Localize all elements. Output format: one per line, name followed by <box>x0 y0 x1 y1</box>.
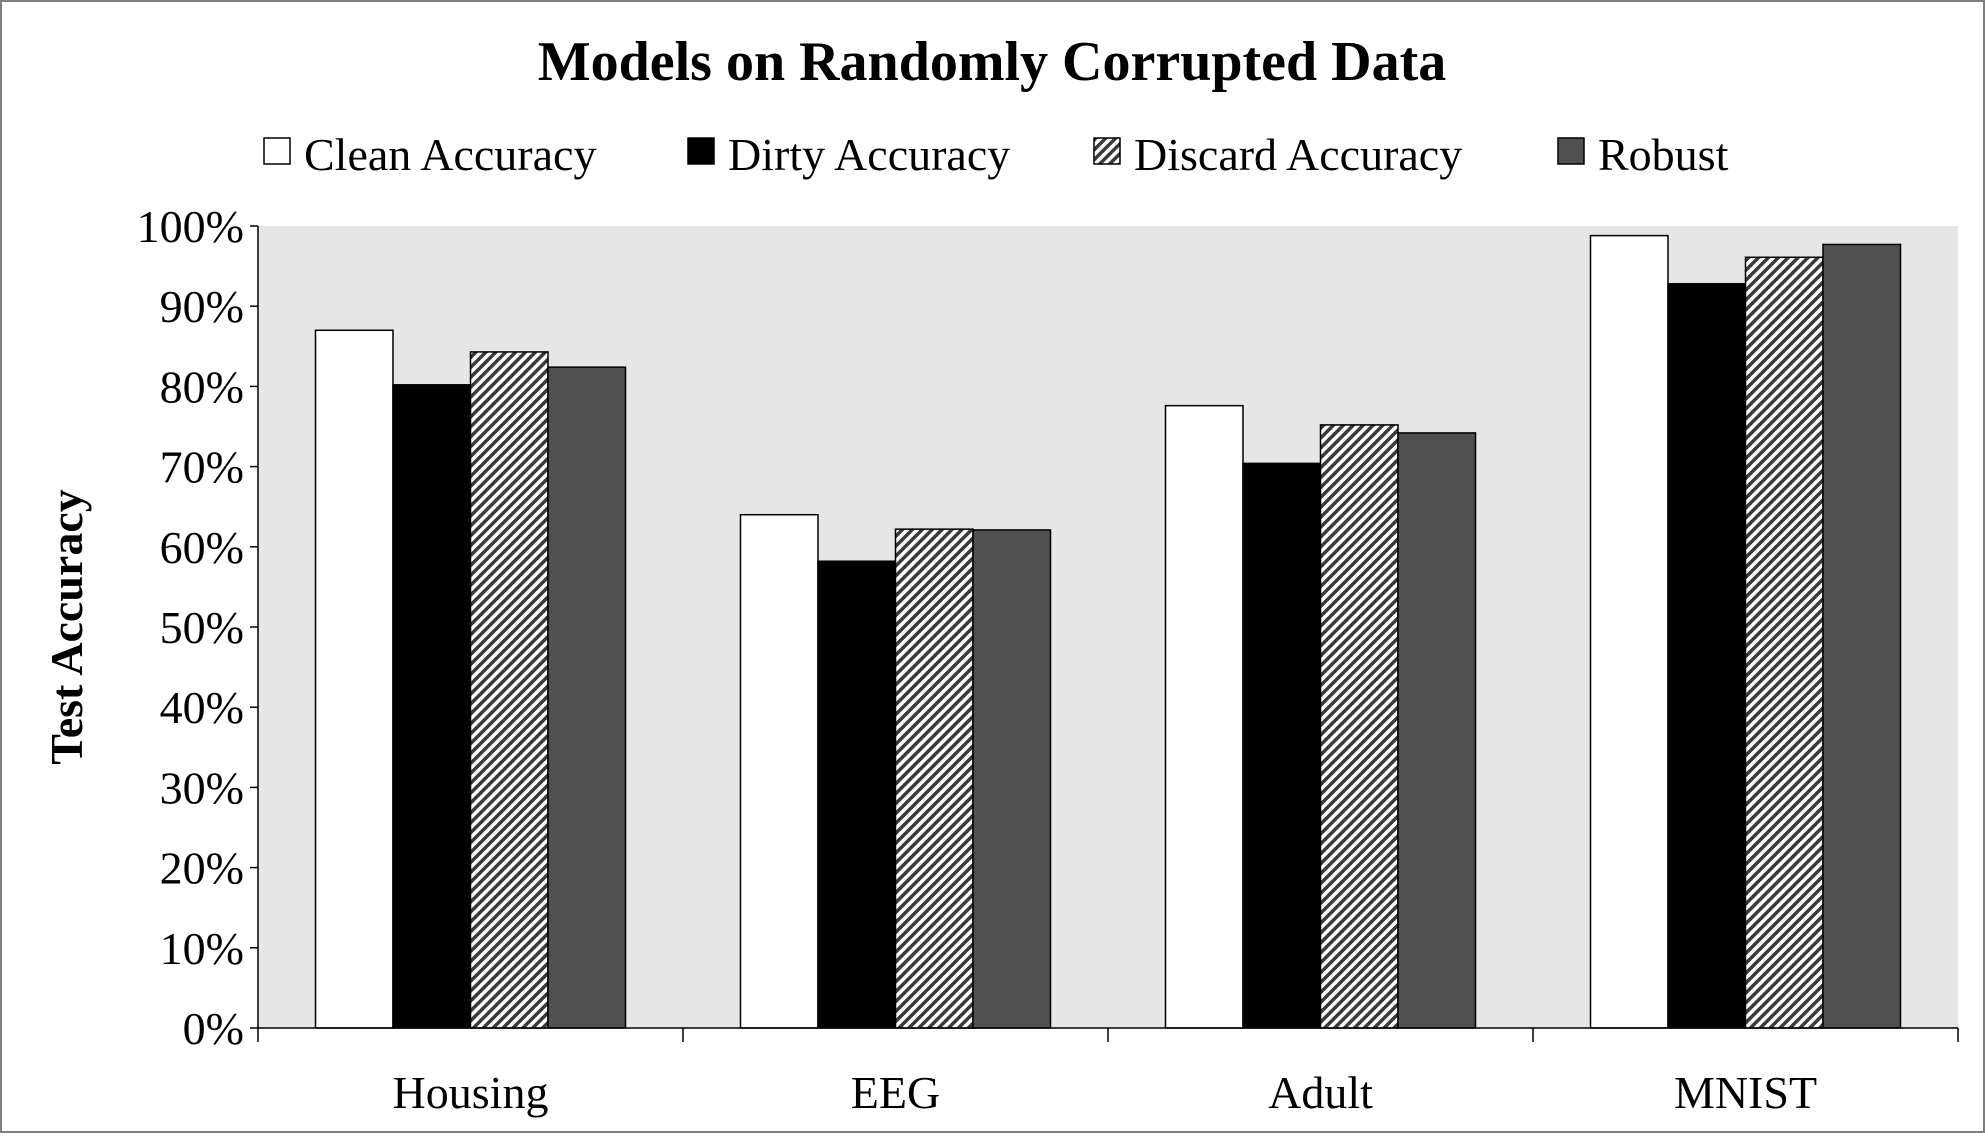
bar-housing-discard-accuracy <box>469 351 549 1029</box>
bar-eeg-discard-accuracy <box>894 528 974 1029</box>
bar-housing-robust <box>547 366 627 1029</box>
bar-eeg-dirty-accuracy <box>817 560 897 1029</box>
y-axis-title: Test Accuracy <box>41 489 92 765</box>
legend-swatch-dirty-accuracy <box>687 137 715 165</box>
y-tick-label: 40% <box>160 682 244 733</box>
bar-adult-dirty-accuracy <box>1242 462 1322 1029</box>
legend-swatch-clean-accuracy <box>263 137 291 165</box>
bar-mnist-clean-accuracy <box>1589 234 1669 1029</box>
legend-label-robust: Robust <box>1598 129 1729 180</box>
x-tick-label-housing: Housing <box>393 1067 549 1118</box>
bars <box>314 234 1902 1029</box>
legend-label-dirty-accuracy: Dirty Accuracy <box>728 129 1010 180</box>
y-tick-label: 20% <box>160 843 244 894</box>
y-tick-label: 10% <box>160 923 244 974</box>
legend-swatch-discard-accuracy <box>1093 137 1121 165</box>
y-tick-label: 0% <box>183 1003 244 1054</box>
legend: Clean Accuracy Dirty Accuracy Discard Accu… <box>263 129 1729 180</box>
bar-housing-dirty-accuracy <box>392 384 472 1029</box>
legend-swatch-robust <box>1557 137 1585 165</box>
y-tick-label: 80% <box>160 361 244 412</box>
y-tick-label: 100% <box>137 201 244 252</box>
legend-label-clean-accuracy: Clean Accuracy <box>304 129 596 180</box>
y-tick-label: 30% <box>160 762 244 813</box>
y-tick-label: 50% <box>160 602 244 653</box>
bar-eeg-robust <box>972 529 1052 1029</box>
x-tick-label-eeg: EEG <box>851 1067 940 1118</box>
bar-eeg-clean-accuracy <box>739 513 819 1029</box>
legend-label-discard-accuracy: Discard Accuracy <box>1134 129 1462 180</box>
bar-adult-robust <box>1397 432 1477 1029</box>
bar-mnist-discard-accuracy <box>1744 256 1824 1029</box>
y-tick-label: 60% <box>160 522 244 573</box>
x-tick-label-adult: Adult <box>1268 1067 1373 1118</box>
x-tick-label-mnist: MNIST <box>1674 1067 1817 1118</box>
bar-adult-clean-accuracy <box>1164 404 1244 1029</box>
bar-housing-clean-accuracy <box>314 329 394 1029</box>
bar-mnist-dirty-accuracy <box>1667 282 1747 1029</box>
y-tick-label: 90% <box>160 281 244 332</box>
y-tick-label: 70% <box>160 442 244 493</box>
bar-mnist-robust <box>1822 243 1902 1029</box>
bar-adult-discard-accuracy <box>1319 424 1399 1029</box>
chart-title: Models on Randomly Corrupted Data <box>538 31 1446 93</box>
axes: 0% 10% 20% 30% 40% 50% 60% 70% 80% 90% 100% Housing… <box>137 201 1959 1118</box>
